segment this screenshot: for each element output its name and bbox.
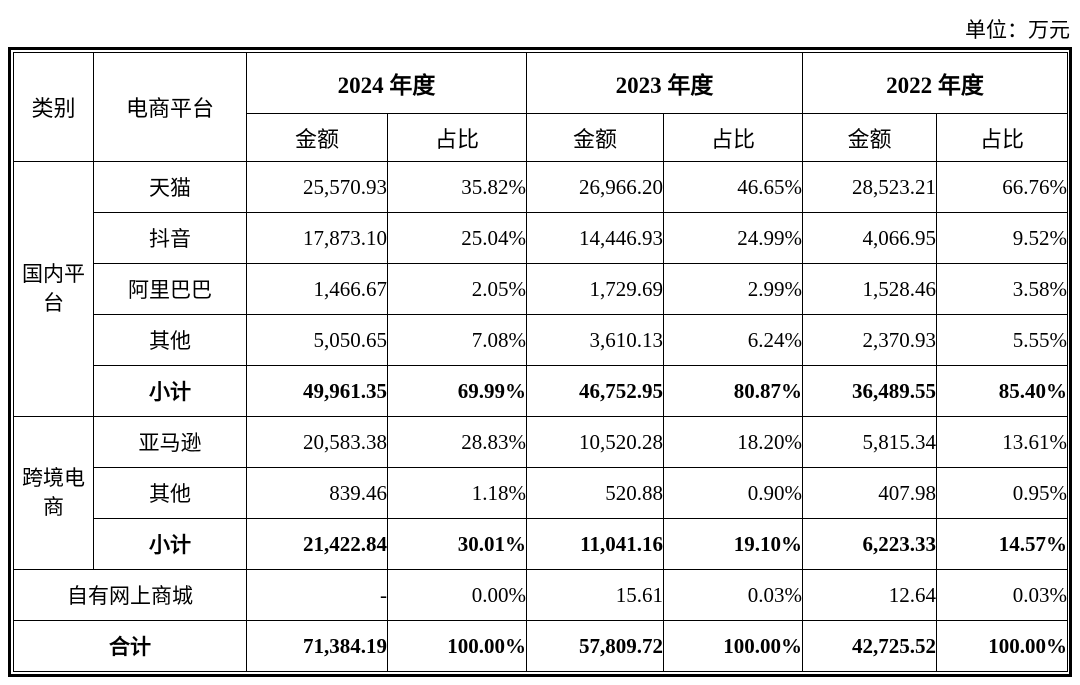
amount-2024: 71,384.19 (246, 620, 388, 672)
ratio-2022: 0.95% (936, 467, 1068, 519)
table-row-crossborder-subtotal: 小计 21,422.84 30.01% 11,041.16 19.10% 6,2… (14, 518, 1068, 570)
subtotal-label: 小计 (93, 365, 247, 417)
platform-label: 抖音 (93, 212, 247, 264)
amount-2023: 26,966.20 (526, 161, 664, 213)
ratio-2023: 6.24% (663, 314, 803, 366)
ratio-2024: 2.05% (387, 263, 527, 315)
amount-2024: 21,422.84 (246, 518, 388, 570)
amount-2022: 28,523.21 (802, 161, 937, 213)
amount-2022: 2,370.93 (802, 314, 937, 366)
header-year-2022: 2022 年度 (802, 52, 1068, 114)
ratio-2022: 66.76% (936, 161, 1068, 213)
ratio-2023: 2.99% (663, 263, 803, 315)
unit-label: 单位：万元 (965, 18, 1070, 42)
table-row-alibaba: 阿里巴巴 1,466.67 2.05% 1,729.69 2.99% 1,528… (14, 263, 1068, 315)
ratio-2022: 14.57% (936, 518, 1068, 570)
ratio-2023: 19.10% (663, 518, 803, 570)
amount-2024: - (246, 569, 388, 621)
amount-2023: 11,041.16 (526, 518, 664, 570)
total-label: 合计 (13, 620, 247, 672)
ratio-2024: 0.00% (387, 569, 527, 621)
header-amount-2024: 金额 (246, 113, 388, 162)
amount-2024: 5,050.65 (246, 314, 388, 366)
amount-2023: 10,520.28 (526, 416, 664, 468)
platform-label: 亚马逊 (93, 416, 247, 468)
ratio-2022: 100.00% (936, 620, 1068, 672)
header-amount-2022: 金额 (802, 113, 937, 162)
revenue-by-platform-table: 类别 电商平台 2024 年度 2023 年度 2022 年度 金额 占比 金额… (8, 47, 1072, 677)
table-row-total: 合计 71,384.19 100.00% 57,809.72 100.00% 4… (13, 620, 1068, 672)
table-row-own-mall: 自有网上商城 - 0.00% 15.61 0.03% 12.64 0.03% (13, 569, 1068, 621)
ratio-2022: 0.03% (936, 569, 1068, 621)
header-year-2023: 2023 年度 (526, 52, 803, 114)
amount-2022: 5,815.34 (802, 416, 937, 468)
amount-2023: 3,610.13 (526, 314, 664, 366)
ratio-2024: 7.08% (387, 314, 527, 366)
header-amount-2023: 金额 (526, 113, 664, 162)
ratio-2023: 18.20% (663, 416, 803, 468)
header-ratio-2022: 占比 (936, 113, 1068, 162)
category-domestic: 国内平台 (13, 161, 94, 417)
ratio-2024: 25.04% (387, 212, 527, 264)
amount-2023: 14,446.93 (526, 212, 664, 264)
amount-2022: 1,528.46 (802, 263, 937, 315)
table-row-douyin: 抖音 17,873.10 25.04% 14,446.93 24.99% 4,0… (14, 212, 1068, 264)
category-crossborder: 跨境电商 (13, 416, 94, 570)
ratio-2023: 100.00% (663, 620, 803, 672)
amount-2023: 46,752.95 (526, 365, 664, 417)
amount-2024: 1,466.67 (246, 263, 388, 315)
header-platform: 电商平台 (93, 52, 247, 162)
amount-2024: 20,583.38 (246, 416, 388, 468)
ratio-2024: 100.00% (387, 620, 527, 672)
table-row-crossborder-other: 其他 839.46 1.18% 520.88 0.90% 407.98 0.95… (14, 467, 1068, 519)
ratio-2023: 0.90% (663, 467, 803, 519)
ratio-2024: 30.01% (387, 518, 527, 570)
ratio-2023: 24.99% (663, 212, 803, 264)
ratio-2023: 80.87% (663, 365, 803, 417)
ratio-2024: 35.82% (387, 161, 527, 213)
subtotal-label: 小计 (93, 518, 247, 570)
header-year-2024: 2024 年度 (246, 52, 527, 114)
amount-2024: 839.46 (246, 467, 388, 519)
ratio-2022: 85.40% (936, 365, 1068, 417)
ratio-2024: 1.18% (387, 467, 527, 519)
own-mall-label: 自有网上商城 (13, 569, 247, 621)
header-category: 类别 (13, 52, 94, 162)
header-ratio-2024: 占比 (387, 113, 527, 162)
platform-label: 阿里巴巴 (93, 263, 247, 315)
table-row-tmall: 国内平台 天猫 25,570.93 35.82% 26,966.20 46.65… (13, 161, 1068, 417)
platform-label: 天猫 (93, 161, 247, 213)
amount-2023: 1,729.69 (526, 263, 664, 315)
amount-2022: 407.98 (802, 467, 937, 519)
amount-2023: 57,809.72 (526, 620, 664, 672)
amount-2023: 520.88 (526, 467, 664, 519)
platform-label: 其他 (93, 467, 247, 519)
platform-label: 其他 (93, 314, 247, 366)
amount-2023: 15.61 (526, 569, 664, 621)
ratio-2024: 28.83% (387, 416, 527, 468)
ratio-2022: 9.52% (936, 212, 1068, 264)
amount-2022: 12.64 (802, 569, 937, 621)
ratio-2024: 69.99% (387, 365, 527, 417)
ratio-2022: 3.58% (936, 263, 1068, 315)
amount-2022: 36,489.55 (802, 365, 937, 417)
amount-2022: 4,066.95 (802, 212, 937, 264)
table-row-amazon: 跨境电商 亚马逊 20,583.38 28.83% 10,520.28 18.2… (13, 416, 1068, 570)
amount-2024: 49,961.35 (246, 365, 388, 417)
ratio-2022: 5.55% (936, 314, 1068, 366)
ratio-2022: 13.61% (936, 416, 1068, 468)
ratio-2023: 46.65% (663, 161, 803, 213)
table-row-domestic-subtotal: 小计 49,961.35 69.99% 46,752.95 80.87% 36,… (14, 365, 1068, 417)
table-row-domestic-other: 其他 5,050.65 7.08% 3,610.13 6.24% 2,370.9… (14, 314, 1068, 366)
amount-2022: 6,223.33 (802, 518, 937, 570)
amount-2024: 17,873.10 (246, 212, 388, 264)
amount-2022: 42,725.52 (802, 620, 937, 672)
amount-2024: 25,570.93 (246, 161, 388, 213)
data-table: 类别 电商平台 2024 年度 2023 年度 2022 年度 金额 占比 金额… (13, 52, 1068, 672)
header-ratio-2023: 占比 (663, 113, 803, 162)
ratio-2023: 0.03% (663, 569, 803, 621)
header-row-years: 类别 电商平台 2024 年度 2023 年度 2022 年度 (13, 52, 1068, 162)
